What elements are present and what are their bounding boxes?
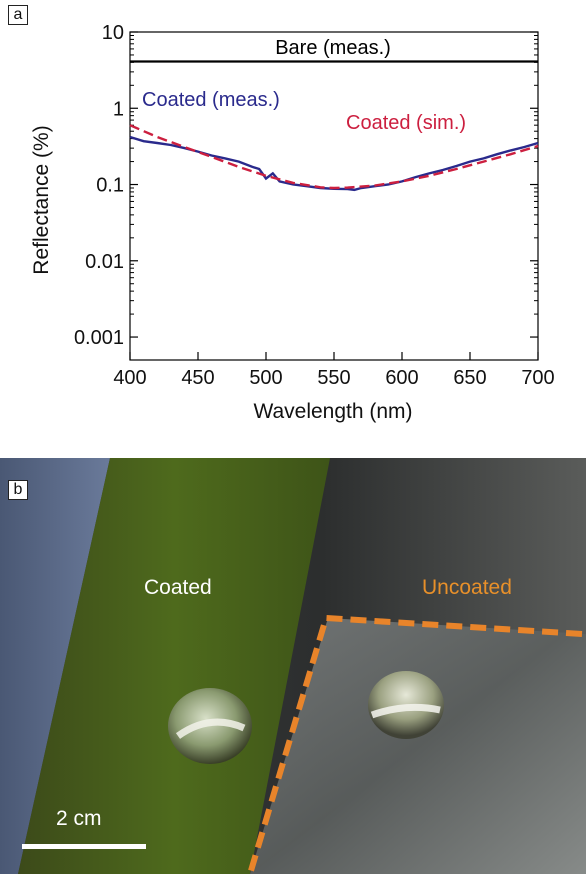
- x-tick-label: 400: [113, 367, 146, 389]
- x-tick-label: 550: [317, 367, 350, 389]
- x-tick-label: 600: [385, 367, 418, 389]
- y-tick-label: 0.01: [85, 251, 124, 273]
- y-axis-label: Reflectance (%): [30, 125, 53, 274]
- scale-bar-label: 2 cm: [56, 807, 102, 830]
- plot-frame: [129, 31, 539, 361]
- uncoated-glass: [250, 618, 586, 874]
- y-tick-label: 0.001: [74, 327, 124, 349]
- bare-meas-annotation: Bare (meas.): [275, 37, 391, 59]
- coated-meas-annotation: Coated (meas.): [142, 89, 280, 111]
- y-tick-label: 0.1: [96, 175, 124, 197]
- x-tick-label: 700: [521, 367, 554, 389]
- panel-a-label: a: [8, 5, 28, 25]
- series-layer: [129, 60, 539, 192]
- x-tick-label: 500: [249, 367, 282, 389]
- coated-sheet: [18, 458, 330, 874]
- x-tick-label: 650: [453, 367, 486, 389]
- y-tick-label: 1: [113, 98, 124, 120]
- plot-area: [129, 31, 539, 361]
- x-axis-ticks: 400 450 500 550 600 650 700: [113, 352, 555, 389]
- blue-surface: [0, 458, 110, 874]
- scale-bar: [22, 844, 146, 849]
- uncoated-outline: [247, 614, 583, 874]
- reflectance-chart: 10 1 0.1 0.01 0.001 400 450 500 550 600 650 700 Wa…: [30, 22, 555, 423]
- y-axis-ticks: 10 1 0.1 0.01 0.001: [74, 22, 538, 349]
- series-line-coated-sim: [129, 124, 539, 190]
- photo-illustration: [0, 458, 586, 874]
- x-axis-label: Wavelength (nm): [253, 400, 412, 423]
- droplet-photo: b Coated Uncoated 2 cm: [0, 458, 586, 874]
- coated-label: Coated: [144, 576, 212, 599]
- series-line-coated-meas: [129, 135, 539, 192]
- coated-sim-annotation: Coated (sim.): [346, 112, 466, 134]
- x-tick-label: 450: [181, 367, 214, 389]
- panel-b-label: b: [8, 480, 28, 500]
- uncoated-label: Uncoated: [422, 576, 512, 599]
- y-tick-label: 10: [102, 22, 124, 44]
